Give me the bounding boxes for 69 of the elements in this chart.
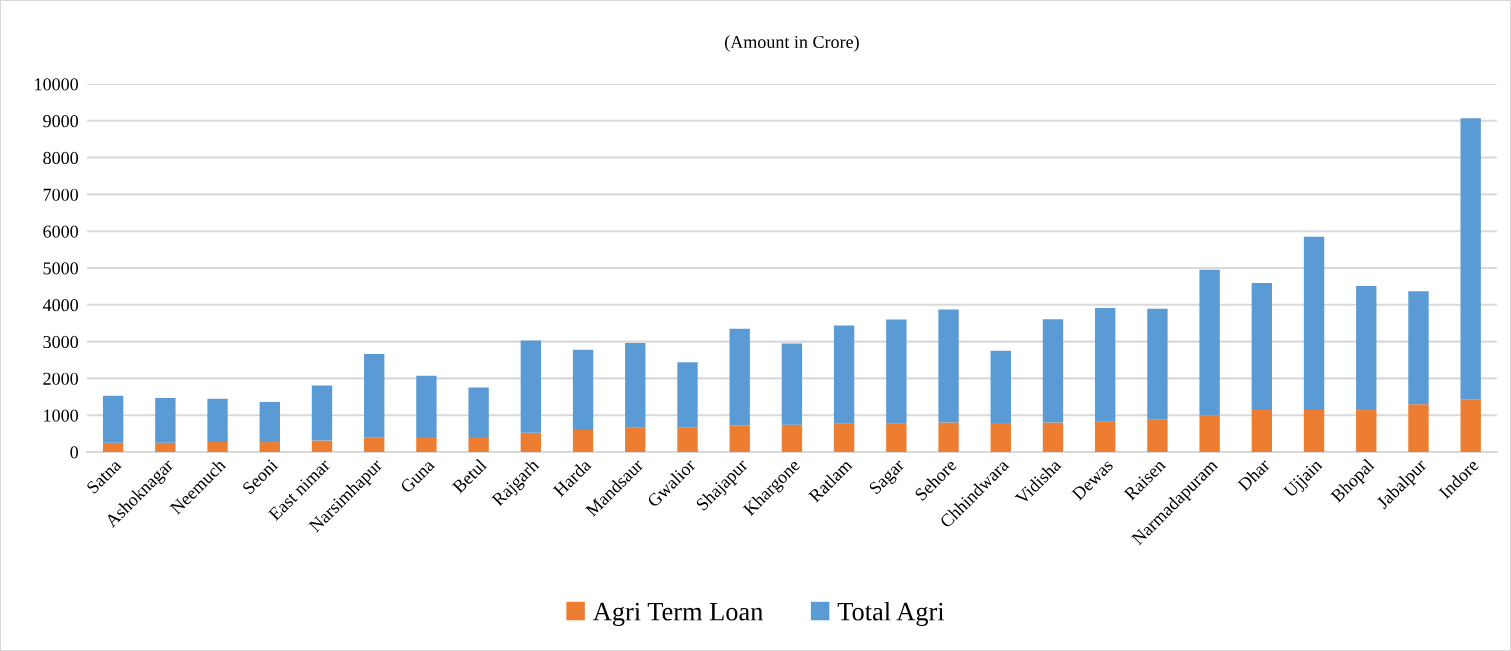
bar [1460,118,1481,400]
bar [572,429,594,452]
y-tick-label: 5000 [43,262,79,275]
chart-title: (Amount in Crore) [725,35,859,52]
bar [1251,410,1273,452]
bar [1408,291,1429,405]
bar [102,442,124,452]
bar [207,442,228,452]
legend-label: Agri Term Loan [593,602,763,626]
bar [1460,399,1481,452]
bar [938,309,959,423]
bar [1199,415,1220,452]
bar [677,427,698,452]
bar [311,440,333,452]
bar [886,423,907,452]
bar [416,375,437,437]
y-tick-label: 10000 [35,78,79,91]
bar [990,350,1011,423]
bar [833,423,855,452]
bar [155,397,176,443]
y-tick-label: 4000 [42,299,79,312]
bar [781,343,803,425]
y-tick-label: 3000 [43,335,79,349]
bar [729,328,750,426]
bar [311,385,333,441]
bar [886,319,907,424]
bar [677,362,698,428]
bar [1303,410,1325,452]
y-tick-label: 9000 [43,115,79,128]
bar [625,427,646,452]
bar [102,395,124,443]
bar [1147,308,1168,420]
bar [364,437,385,452]
bar [520,432,542,452]
bar [1147,419,1168,452]
bar [625,343,646,428]
bar [938,422,959,452]
legend-label: Total Agri [837,601,945,626]
bar [468,436,489,452]
bar [1042,422,1064,452]
y-tick-label: 0 [70,446,79,459]
bar [1303,236,1325,411]
bar [1251,283,1273,411]
bar [1356,286,1377,409]
bar [1042,319,1064,423]
bar [416,436,437,452]
y-tick-label: 2000 [43,372,79,385]
y-tick-label: 6000 [43,225,79,238]
bar [1095,421,1116,452]
bar [1095,308,1116,422]
bar [364,354,385,438]
bar [729,425,750,452]
bar [1408,404,1429,452]
x-tick-label: Guna [399,458,436,494]
bar [259,401,280,443]
bar [155,442,176,452]
bar [990,422,1011,452]
bar [207,398,228,443]
bar [259,442,280,452]
bar [1199,269,1220,416]
y-tick-label: 8000 [43,151,79,165]
bar [781,424,803,452]
y-tick-label: 1000 [44,409,79,422]
bar [520,340,542,433]
y-tick-label: 7000 [43,188,79,201]
bar [572,349,594,430]
bar [833,325,855,424]
bar [1356,408,1377,452]
bar [468,387,489,437]
